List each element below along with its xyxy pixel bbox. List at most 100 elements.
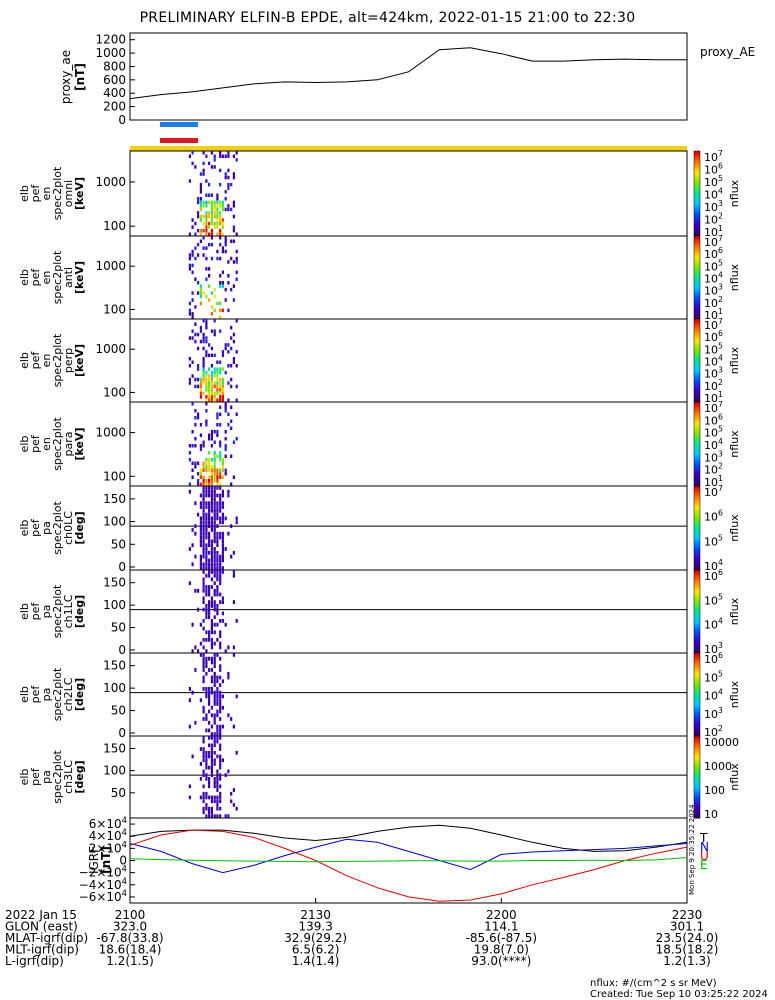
data-cell (205, 336, 208, 340)
colorbar-cell (694, 323, 700, 326)
data-cell (232, 260, 235, 264)
data-cell (188, 482, 191, 486)
data-cell (208, 391, 211, 396)
colorbar-cell (694, 661, 700, 664)
data-cell (194, 322, 197, 326)
data-cell (199, 329, 202, 333)
colorbar-cell (694, 225, 700, 228)
colorbar-cell (694, 337, 700, 341)
data-cell (210, 713, 213, 718)
ae-ytick-label: 1200 (95, 33, 126, 47)
data-cell (202, 769, 205, 774)
data-cell (205, 547, 208, 551)
data-cell (191, 225, 194, 229)
data-cell (216, 516, 219, 521)
data-cell (221, 705, 224, 710)
data-cell (219, 412, 222, 416)
colorbar-cell (694, 256, 700, 260)
data-cell (221, 558, 224, 563)
data-cell (210, 585, 213, 589)
colorbar-cell (694, 655, 700, 658)
data-cell (199, 539, 202, 544)
colorbar-cell (694, 588, 700, 592)
panel-frame (129, 652, 688, 737)
data-cell (216, 204, 219, 208)
data-cell (205, 374, 208, 378)
data-cell (202, 381, 205, 385)
data-cell (213, 671, 216, 676)
colorbar-cell (694, 292, 700, 295)
data-cell (202, 168, 205, 173)
colorbar-tick-label: 101 (704, 224, 723, 239)
ytick-label: 1000 (95, 426, 126, 440)
panel-ylabel: spec2plot (51, 417, 64, 471)
data-cell (210, 377, 213, 382)
data-cell (213, 550, 216, 555)
data-cell (219, 566, 222, 570)
data-cell (205, 791, 208, 796)
colorbar-tick-label: 106 (704, 412, 723, 427)
data-cell (219, 724, 222, 729)
colorbar-cell (694, 416, 700, 420)
data-cell (197, 200, 200, 205)
data-cell (199, 200, 202, 205)
data-cell (210, 501, 213, 506)
colorbar-cell (694, 408, 700, 411)
colorbar-tick-label: 103 (704, 449, 723, 464)
colorbar-cell (694, 590, 700, 594)
colorbar-cell (694, 789, 700, 792)
data-cell (210, 374, 213, 378)
colorbar-tick-label: 101 (704, 307, 723, 322)
colorbar-cell (694, 354, 700, 357)
data-cell (219, 486, 222, 490)
data-cell (210, 656, 213, 661)
data-cell (216, 653, 219, 657)
data-cell (232, 653, 235, 657)
data-cell (208, 465, 211, 469)
data-cell (197, 649, 200, 653)
data-cell (199, 291, 202, 295)
data-cell (213, 660, 216, 665)
colorbar-cell (694, 636, 700, 639)
colorbar-cell (694, 302, 700, 305)
data-cell (213, 562, 216, 567)
data-cell (210, 524, 213, 528)
data-cell (191, 360, 194, 364)
data-cell (224, 287, 227, 292)
data-cell (216, 211, 219, 215)
colorbar-tick-label: 103 (704, 706, 723, 721)
panel-ylabel: pa (40, 521, 53, 535)
colorbar-cell (694, 563, 700, 567)
data-cell (208, 588, 211, 593)
data-cell (202, 554, 205, 559)
colorbar-cell (694, 486, 700, 489)
colorbar-cell (694, 360, 700, 364)
ytick-label: 100 (103, 681, 126, 695)
ytick-label: 100 (103, 764, 126, 778)
ae-ytick-label: 400 (103, 86, 126, 100)
ytick-label: 100 (103, 598, 126, 612)
data-cell (221, 694, 224, 699)
panel-ylabel: [deg] (73, 511, 86, 544)
data-cell (219, 182, 222, 187)
data-cell (213, 762, 216, 766)
data-cell (235, 516, 238, 521)
data-cell (216, 554, 219, 559)
data-cell (221, 596, 224, 601)
colorbar-cell (694, 555, 700, 558)
data-cell (210, 291, 213, 295)
data-cell (194, 332, 197, 337)
data-cell (197, 367, 200, 371)
data-cell (219, 468, 222, 472)
data-cell (202, 717, 205, 721)
colorbar-cell (694, 178, 700, 182)
data-cell (219, 577, 222, 582)
colorbar-tick-label: 107 (704, 400, 723, 415)
data-cell (205, 615, 208, 620)
data-cell (216, 524, 219, 528)
data-cell (219, 284, 222, 288)
colorbar-tick-label: 104 (704, 354, 723, 369)
igrf-line-E (129, 857, 688, 863)
data-cell (221, 505, 224, 509)
data-cell (191, 461, 194, 465)
